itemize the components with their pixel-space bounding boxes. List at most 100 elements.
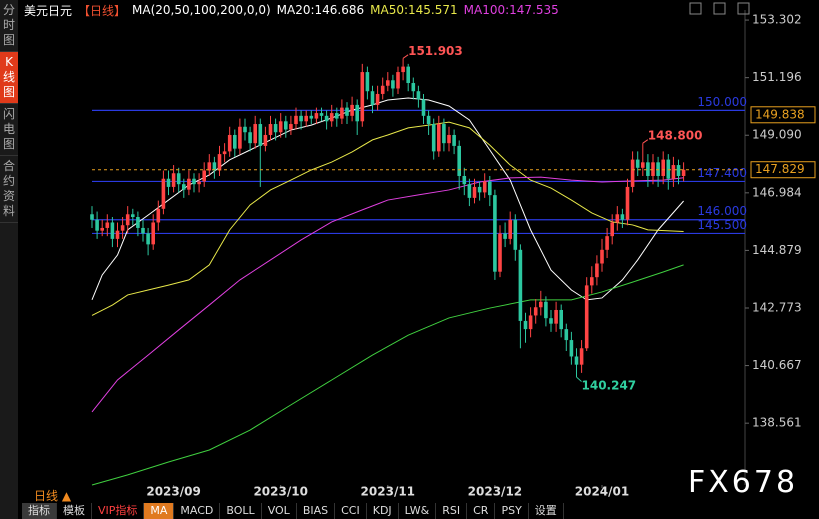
candle-body <box>294 115 298 125</box>
candle-body <box>579 348 584 365</box>
candle-body <box>416 91 421 100</box>
sidebar: 分时图 K线图 闪电图 合约资料 <box>0 0 18 519</box>
candle-body <box>651 162 655 176</box>
candle-body <box>641 162 645 168</box>
candle-body <box>95 219 99 231</box>
annotation: 140.247 <box>582 379 637 393</box>
candle-body <box>676 165 681 176</box>
candle-body <box>120 225 125 231</box>
candle-body <box>248 132 252 144</box>
candle-body <box>217 154 222 171</box>
x-tick-label: 2024/01 <box>575 485 629 499</box>
toolbar-item[interactable]: BIAS <box>297 503 336 519</box>
sidebar-tab[interactable]: 闪电图 <box>0 104 18 156</box>
toolbar-item[interactable]: KDJ <box>367 503 399 519</box>
toolbar-item[interactable]: LW& <box>399 503 437 519</box>
candle-body <box>192 178 196 185</box>
candle-body <box>284 121 288 130</box>
sidebar-tab[interactable]: 合约资料 <box>0 156 18 223</box>
toolbar-item[interactable]: CCI <box>335 503 367 519</box>
level-label: 146.000 <box>697 204 747 218</box>
candle-body <box>227 134 232 152</box>
candle-body <box>258 124 263 146</box>
candle-body <box>462 175 467 185</box>
symbol: 美元日元 <box>24 3 73 18</box>
candle-body <box>544 301 548 319</box>
toolbar-item[interactable]: 设置 <box>529 503 564 519</box>
toolbar-item[interactable]: VIP指标 <box>92 503 145 519</box>
icon[interactable] <box>689 2 702 15</box>
toolbar-item[interactable]: RSI <box>436 503 468 519</box>
candle-body <box>156 208 161 223</box>
candle-body <box>314 113 319 119</box>
candle-body <box>508 219 512 239</box>
level-label: 147.400 <box>697 166 747 180</box>
candle-body <box>523 320 528 330</box>
toolbar-item[interactable]: 模板 <box>57 503 92 519</box>
candle-body <box>386 80 390 86</box>
x-tick-label: 2023/11 <box>361 485 415 499</box>
period: 【日线】 <box>78 3 127 18</box>
legend-entry: MA50:145.571 <box>370 3 458 17</box>
candle-body <box>467 184 472 198</box>
candle-body <box>396 72 400 89</box>
candle-body <box>437 124 441 152</box>
toolbar-item[interactable]: VOL <box>262 503 297 519</box>
candle-body <box>105 222 110 228</box>
candle-body <box>197 181 201 185</box>
candle-body <box>635 159 640 168</box>
x-tick-label: 2023/09 <box>146 485 200 499</box>
level-label: 150.000 <box>697 95 747 109</box>
candle-body <box>212 162 217 171</box>
toolbar-item[interactable]: PSY <box>495 503 529 519</box>
y-tick-label: 149.090 <box>752 128 802 142</box>
candle-body <box>207 162 212 171</box>
candle-body <box>595 263 599 278</box>
y-tick-label: 151.196 <box>752 70 802 84</box>
y-tick-label: 144.879 <box>752 243 802 257</box>
toolbar-item[interactable]: BOLL <box>220 503 262 519</box>
annotation-leader <box>402 54 409 59</box>
candle-body <box>620 214 625 220</box>
level-label: 145.500 <box>697 218 747 232</box>
sidebar-tab[interactable]: 分时图 <box>0 0 18 52</box>
toolbar-item[interactable]: MACD <box>174 503 221 519</box>
annotation-leader <box>576 376 582 382</box>
toolbar-item[interactable]: MA <box>144 503 175 519</box>
candle-body <box>590 277 594 286</box>
candle-body <box>656 162 660 176</box>
y-tick-label: 140.667 <box>752 358 802 372</box>
candle-body <box>661 159 665 176</box>
candle-body <box>355 104 359 122</box>
candle-body <box>554 309 558 324</box>
candle-body <box>477 186 482 193</box>
candle-body <box>350 104 354 116</box>
candle-body <box>411 83 416 92</box>
sidebar-tab[interactable]: K线图 <box>0 52 18 104</box>
toolbar-item[interactable]: 指标 <box>22 503 57 519</box>
period-label[interactable]: 日线 <box>34 489 59 503</box>
candle-body <box>503 233 507 239</box>
price-tag-label: 147.829 <box>755 162 805 176</box>
candle-body <box>100 227 104 231</box>
candle-body <box>360 72 365 122</box>
candle-body <box>442 124 446 144</box>
candle-body <box>431 124 436 152</box>
candle-body <box>202 170 206 182</box>
icon[interactable] <box>737 2 750 15</box>
candle-body <box>488 181 492 196</box>
candle-body <box>421 99 426 116</box>
candle-body <box>574 356 579 365</box>
toolbar-item[interactable]: CR <box>467 503 496 519</box>
candle-body <box>528 315 533 330</box>
candle-body <box>176 173 181 185</box>
price-tag-label: 149.838 <box>755 107 805 121</box>
period-selector[interactable]: 日线 ▲ <box>34 489 72 503</box>
icon[interactable] <box>713 2 726 15</box>
candle-body <box>289 124 293 130</box>
candle-body <box>299 115 303 122</box>
candle-body <box>110 222 115 239</box>
candle-body <box>391 80 395 89</box>
